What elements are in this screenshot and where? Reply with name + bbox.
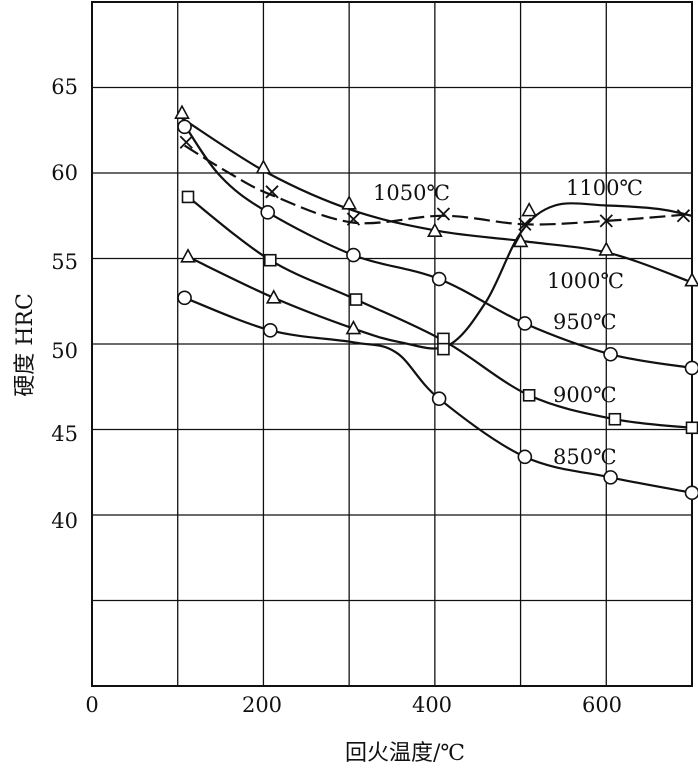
- curve-label-1100: 1100℃: [566, 176, 643, 200]
- cross-marker: [265, 185, 279, 199]
- circle-marker: [431, 391, 447, 407]
- curve-label-1000: 1000℃: [547, 269, 624, 293]
- triangle-marker: [174, 104, 190, 119]
- square-marker: [608, 412, 622, 426]
- circle-marker: [603, 470, 618, 485]
- circle-marker: [260, 205, 276, 220]
- square-marker: [685, 421, 698, 435]
- triangle-marker: [341, 195, 357, 210]
- cross-marker: [518, 217, 532, 231]
- y-tick-label: 55: [51, 250, 78, 274]
- grid: [91, 1, 693, 687]
- curve-1050: [184, 144, 693, 226]
- y-tick-label: 60: [51, 161, 78, 185]
- x-tick-label: 600: [582, 693, 622, 717]
- cross-marker: [676, 209, 691, 223]
- cross-marker: [346, 212, 361, 226]
- curve-label-850: 850℃: [553, 445, 617, 469]
- circle-marker: [684, 360, 698, 376]
- circle-marker: [431, 271, 447, 287]
- triangle-marker: [684, 272, 698, 287]
- circle-marker: [517, 316, 533, 331]
- square-marker: [181, 190, 195, 204]
- curve-label-900: 900℃: [553, 383, 617, 407]
- markers: [174, 104, 698, 501]
- cross-marker: [599, 214, 613, 228]
- triangle-marker: [345, 319, 362, 335]
- triangle-marker: [255, 159, 272, 174]
- triangle-marker: [521, 201, 537, 217]
- triangle-marker: [265, 289, 282, 304]
- circle-marker: [603, 346, 618, 362]
- triangle-marker: [598, 241, 615, 256]
- circle-marker: [684, 485, 698, 501]
- x-tick-label: 400: [412, 693, 452, 717]
- y-tick-labels: 40 45 50 55 60 65: [51, 75, 78, 533]
- triangle-marker: [427, 222, 443, 237]
- square-marker: [349, 293, 363, 306]
- circle-marker: [262, 323, 278, 338]
- circle-marker: [346, 247, 361, 263]
- curves: [181, 117, 693, 494]
- y-tick-label: 50: [51, 339, 78, 363]
- y-tick-label: 65: [51, 75, 78, 99]
- curve-label-950: 950℃: [553, 310, 617, 334]
- circle-marker: [177, 290, 192, 306]
- x-tick-label: 200: [242, 693, 282, 717]
- y-tick-label: 40: [51, 509, 78, 533]
- cross-marker: [436, 207, 451, 221]
- square-marker: [263, 253, 277, 267]
- y-tick-label: 45: [51, 422, 78, 446]
- x-tick-labels: 0 200 400 600: [85, 693, 622, 717]
- square-marker: [437, 342, 450, 356]
- circle-marker: [517, 449, 533, 465]
- square-marker: [522, 388, 536, 402]
- triangle-marker: [180, 248, 196, 263]
- x-axis-label: 回火温度/℃: [345, 741, 465, 766]
- curve-900-to-1100: [187, 202, 693, 350]
- triangle-marker: [512, 232, 529, 248]
- x-tick-label: 0: [85, 693, 98, 717]
- y-axis-label: 硬度 HRC: [13, 293, 38, 397]
- curve-label-1050: 1050℃: [373, 181, 450, 205]
- square-marker: [437, 332, 450, 346]
- curve-labels: 1050℃ 1100℃ 1000℃ 950℃ 900℃ 850℃: [373, 176, 643, 469]
- cross-marker: [179, 135, 193, 149]
- circle-marker: [177, 119, 192, 135]
